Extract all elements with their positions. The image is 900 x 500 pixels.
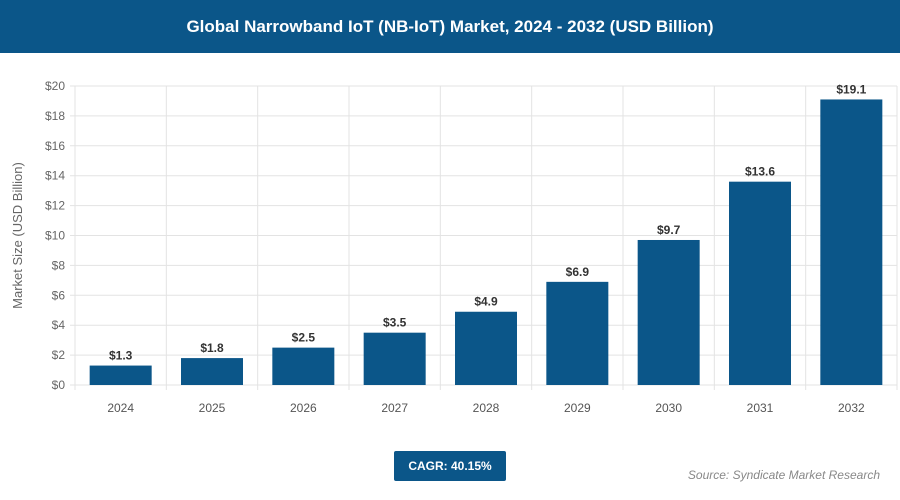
y-tick-label: $18 xyxy=(45,109,65,123)
bar xyxy=(729,181,791,385)
y-tick-label: $2 xyxy=(52,348,66,362)
bar xyxy=(455,311,517,385)
y-axis-title: Market Size (USD Billion) xyxy=(10,162,25,309)
data-label: $4.9 xyxy=(474,295,498,309)
source-note: Source: Syndicate Market Research xyxy=(687,468,880,482)
data-label: $6.9 xyxy=(566,265,590,279)
data-label: $1.3 xyxy=(109,349,133,363)
y-tick-label: $4 xyxy=(52,318,66,332)
bar xyxy=(363,332,426,385)
y-tick-label: $20 xyxy=(45,79,65,93)
x-tick-label: 2030 xyxy=(655,401,682,415)
data-label: $1.8 xyxy=(200,341,224,355)
x-tick-label: 2027 xyxy=(381,401,408,415)
data-label: $3.5 xyxy=(383,316,407,330)
y-tick-label: $6 xyxy=(52,288,66,302)
x-tick-label: 2029 xyxy=(564,401,591,415)
data-label: $19.1 xyxy=(836,82,866,96)
y-tick-label: $14 xyxy=(45,169,65,183)
bar xyxy=(637,239,700,385)
chart-title: Global Narrowband IoT (NB-IoT) Market, 2… xyxy=(0,0,900,53)
x-tick-label: 2026 xyxy=(290,401,317,415)
cagr-badge: CAGR: 40.15% xyxy=(394,451,506,481)
bar xyxy=(820,99,883,385)
bar xyxy=(546,281,609,385)
y-tick-label: $12 xyxy=(45,199,65,213)
y-tick-label: $0 xyxy=(52,378,66,392)
data-label: $9.7 xyxy=(657,223,681,237)
y-tick-label: $8 xyxy=(52,258,66,272)
bar xyxy=(89,365,152,385)
x-tick-label: 2024 xyxy=(107,401,134,415)
data-label: $13.6 xyxy=(745,165,775,179)
bar xyxy=(272,347,335,385)
x-tick-label: 2028 xyxy=(473,401,500,415)
y-tick-label: $10 xyxy=(45,229,65,243)
y-tick-label: $16 xyxy=(45,139,65,153)
bar xyxy=(181,358,243,385)
data-label: $2.5 xyxy=(292,331,316,345)
x-tick-label: 2031 xyxy=(747,401,774,415)
x-tick-label: 2025 xyxy=(199,401,226,415)
x-tick-label: 2032 xyxy=(838,401,865,415)
